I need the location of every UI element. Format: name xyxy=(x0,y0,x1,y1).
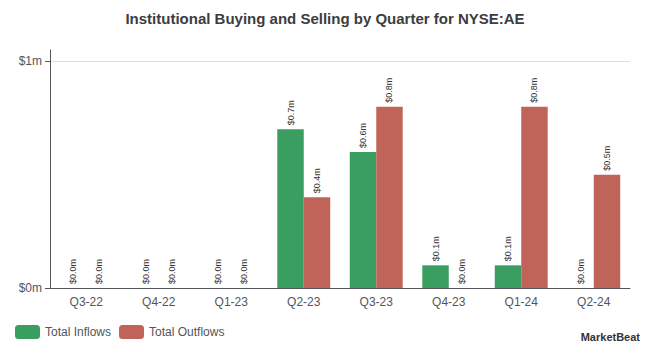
svg-text:Total Inflows: Total Inflows xyxy=(45,325,111,339)
svg-text:$0.7m: $0.7m xyxy=(286,100,296,125)
svg-text:$0.8m: $0.8m xyxy=(529,78,539,103)
svg-text:$0.5m: $0.5m xyxy=(602,146,612,171)
svg-text:Q1-23: Q1-23 xyxy=(215,295,249,309)
svg-text:$0.0m: $0.0m xyxy=(576,259,586,284)
svg-text:$0.0m: $0.0m xyxy=(457,259,467,284)
svg-text:$0.0m: $0.0m xyxy=(167,259,177,284)
svg-text:Q4-23: Q4-23 xyxy=(432,295,466,309)
svg-text:$0.0m: $0.0m xyxy=(213,259,223,284)
svg-text:$0.4m: $0.4m xyxy=(312,168,322,193)
svg-text:$0.0m: $0.0m xyxy=(68,259,78,284)
svg-text:Q2-24: Q2-24 xyxy=(577,295,611,309)
svg-text:$1m: $1m xyxy=(19,54,42,68)
svg-text:Q4-22: Q4-22 xyxy=(142,295,176,309)
svg-text:$0m: $0m xyxy=(19,281,42,295)
svg-text:$0.6m: $0.6m xyxy=(358,123,368,148)
svg-text:$0.1m: $0.1m xyxy=(503,236,513,261)
svg-text:$0.0m: $0.0m xyxy=(94,259,104,284)
svg-text:$0.0m: $0.0m xyxy=(141,259,151,284)
svg-text:Q3-23: Q3-23 xyxy=(360,295,394,309)
svg-text:Q1-24: Q1-24 xyxy=(505,295,539,309)
svg-text:$0.8m: $0.8m xyxy=(384,78,394,103)
svg-text:Institutional Buying and Selli: Institutional Buying and Selling by Quar… xyxy=(125,10,524,27)
svg-text:Q2-23: Q2-23 xyxy=(287,295,321,309)
svg-text:Q3-22: Q3-22 xyxy=(70,295,104,309)
svg-text:Total Outflows: Total Outflows xyxy=(149,325,224,339)
svg-text:$0.0m: $0.0m xyxy=(239,259,249,284)
svg-text:$0.1m: $0.1m xyxy=(431,236,441,261)
svg-text:MarketBeat: MarketBeat xyxy=(581,331,641,343)
